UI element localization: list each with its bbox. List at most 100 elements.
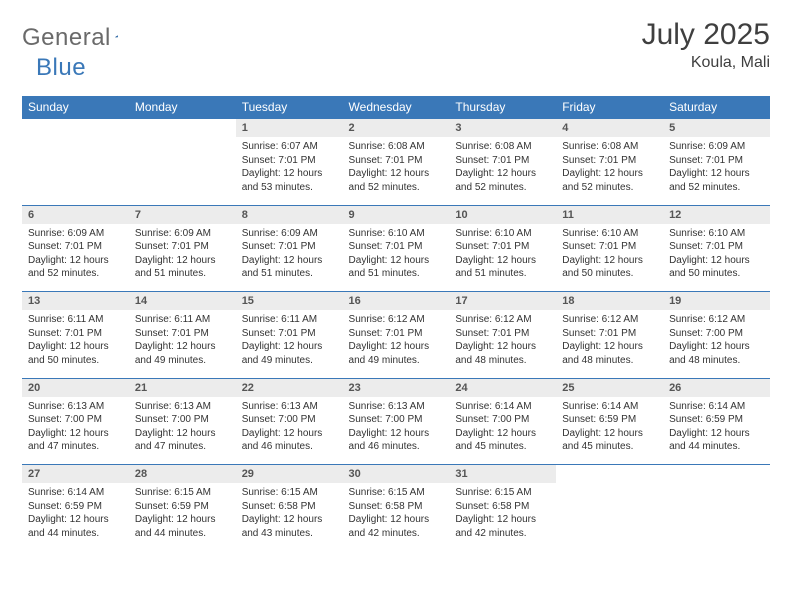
day-detail: Sunrise: 6:12 AMSunset: 7:01 PMDaylight:… [556,310,663,378]
weekday-header: Saturday [663,96,770,119]
daylight-line: Daylight: 12 hours and 51 minutes. [455,254,550,281]
sunrise-line: Sunrise: 6:15 AM [135,486,230,500]
sunrise-line: Sunrise: 6:13 AM [349,400,444,414]
sunset-line: Sunset: 7:01 PM [349,240,444,254]
sunset-line: Sunset: 7:01 PM [562,327,657,341]
daylight-line: Daylight: 12 hours and 47 minutes. [135,427,230,454]
sunset-line: Sunset: 7:01 PM [349,327,444,341]
daylight-line: Daylight: 12 hours and 49 minutes. [242,340,337,367]
weekday-header: Monday [129,96,236,119]
day-detail: Sunrise: 6:08 AMSunset: 7:01 PMDaylight:… [449,137,556,205]
daylight-line: Daylight: 12 hours and 49 minutes. [349,340,444,367]
day-detail: Sunrise: 6:14 AMSunset: 7:00 PMDaylight:… [449,397,556,465]
day-number-row: 6789101112 [22,205,770,224]
daylight-line: Daylight: 12 hours and 53 minutes. [242,167,337,194]
day-detail: Sunrise: 6:13 AMSunset: 7:00 PMDaylight:… [343,397,450,465]
sunset-line: Sunset: 7:01 PM [669,240,764,254]
daylight-line: Daylight: 12 hours and 43 minutes. [242,513,337,540]
day-number: 18 [556,292,663,311]
daylight-line: Daylight: 12 hours and 52 minutes. [28,254,123,281]
day-number: 31 [449,465,556,484]
sunrise-line: Sunrise: 6:10 AM [669,227,764,241]
title-block: July 2025 Koula, Mali [642,18,770,72]
day-detail-row: Sunrise: 6:11 AMSunset: 7:01 PMDaylight:… [22,310,770,378]
logo-text-blue: Blue [36,54,86,82]
day-number: 15 [236,292,343,311]
day-number: 6 [22,205,129,224]
sunset-line: Sunset: 7:01 PM [562,154,657,168]
day-number: 25 [556,378,663,397]
daylight-line: Daylight: 12 hours and 44 minutes. [28,513,123,540]
sunset-line: Sunset: 6:58 PM [455,500,550,514]
day-number-empty [22,119,129,138]
day-detail: Sunrise: 6:13 AMSunset: 7:00 PMDaylight:… [129,397,236,465]
sunrise-line: Sunrise: 6:12 AM [669,313,764,327]
daylight-line: Daylight: 12 hours and 52 minutes. [349,167,444,194]
day-number: 12 [663,205,770,224]
sunset-line: Sunset: 7:01 PM [455,154,550,168]
day-number-empty [129,119,236,138]
day-detail: Sunrise: 6:09 AMSunset: 7:01 PMDaylight:… [663,137,770,205]
daylight-line: Daylight: 12 hours and 50 minutes. [562,254,657,281]
daylight-line: Daylight: 12 hours and 46 minutes. [242,427,337,454]
sunrise-line: Sunrise: 6:13 AM [135,400,230,414]
daylight-line: Daylight: 12 hours and 49 minutes. [135,340,230,367]
day-detail: Sunrise: 6:12 AMSunset: 7:01 PMDaylight:… [343,310,450,378]
daylight-line: Daylight: 12 hours and 44 minutes. [669,427,764,454]
sunset-line: Sunset: 7:01 PM [28,240,123,254]
day-detail: Sunrise: 6:14 AMSunset: 6:59 PMDaylight:… [556,397,663,465]
sunset-line: Sunset: 7:00 PM [349,413,444,427]
sunrise-line: Sunrise: 6:09 AM [135,227,230,241]
day-detail-empty [556,483,663,551]
day-number: 13 [22,292,129,311]
day-detail: Sunrise: 6:13 AMSunset: 7:00 PMDaylight:… [22,397,129,465]
day-number: 17 [449,292,556,311]
day-number: 7 [129,205,236,224]
weekday-header: Sunday [22,96,129,119]
sunset-line: Sunset: 7:00 PM [28,413,123,427]
day-number: 14 [129,292,236,311]
daylight-line: Daylight: 12 hours and 42 minutes. [349,513,444,540]
day-detail-empty [663,483,770,551]
day-number-empty [556,465,663,484]
sunrise-line: Sunrise: 6:07 AM [242,140,337,154]
day-detail: Sunrise: 6:10 AMSunset: 7:01 PMDaylight:… [663,224,770,292]
sunrise-line: Sunrise: 6:14 AM [28,486,123,500]
day-number: 5 [663,119,770,138]
day-detail: Sunrise: 6:10 AMSunset: 7:01 PMDaylight:… [449,224,556,292]
day-number-row: 12345 [22,119,770,138]
sunrise-line: Sunrise: 6:15 AM [455,486,550,500]
day-detail: Sunrise: 6:11 AMSunset: 7:01 PMDaylight:… [22,310,129,378]
daylight-line: Daylight: 12 hours and 50 minutes. [28,340,123,367]
sunset-line: Sunset: 7:00 PM [242,413,337,427]
daylight-line: Daylight: 12 hours and 51 minutes. [349,254,444,281]
sunrise-line: Sunrise: 6:14 AM [455,400,550,414]
sunrise-line: Sunrise: 6:10 AM [562,227,657,241]
sunset-line: Sunset: 7:01 PM [455,327,550,341]
day-number-row: 13141516171819 [22,292,770,311]
day-detail: Sunrise: 6:12 AMSunset: 7:00 PMDaylight:… [663,310,770,378]
sunrise-line: Sunrise: 6:13 AM [28,400,123,414]
sunrise-line: Sunrise: 6:14 AM [669,400,764,414]
day-detail: Sunrise: 6:09 AMSunset: 7:01 PMDaylight:… [22,224,129,292]
sunset-line: Sunset: 6:59 PM [562,413,657,427]
sunrise-line: Sunrise: 6:10 AM [349,227,444,241]
sunset-line: Sunset: 7:01 PM [669,154,764,168]
day-detail-empty [129,137,236,205]
day-detail: Sunrise: 6:11 AMSunset: 7:01 PMDaylight:… [129,310,236,378]
daylight-line: Daylight: 12 hours and 50 minutes. [669,254,764,281]
daylight-line: Daylight: 12 hours and 51 minutes. [135,254,230,281]
weekday-header: Tuesday [236,96,343,119]
sunset-line: Sunset: 7:01 PM [242,154,337,168]
day-detail: Sunrise: 6:14 AMSunset: 6:59 PMDaylight:… [22,483,129,551]
weekday-header: Friday [556,96,663,119]
sunrise-line: Sunrise: 6:09 AM [669,140,764,154]
sunrise-line: Sunrise: 6:15 AM [242,486,337,500]
day-number: 26 [663,378,770,397]
sunset-line: Sunset: 7:01 PM [135,327,230,341]
daylight-line: Daylight: 12 hours and 44 minutes. [135,513,230,540]
sunset-line: Sunset: 7:01 PM [28,327,123,341]
daylight-line: Daylight: 12 hours and 45 minutes. [562,427,657,454]
sunset-line: Sunset: 7:00 PM [135,413,230,427]
day-detail: Sunrise: 6:14 AMSunset: 6:59 PMDaylight:… [663,397,770,465]
